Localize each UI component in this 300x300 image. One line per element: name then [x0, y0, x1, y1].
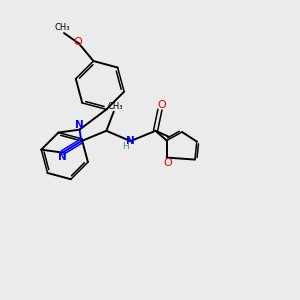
Text: CH₃: CH₃: [107, 102, 123, 111]
Text: O: O: [74, 37, 82, 47]
Text: N: N: [75, 120, 84, 130]
Text: H: H: [122, 142, 129, 152]
Text: N: N: [126, 136, 135, 146]
Text: O: O: [164, 158, 172, 168]
Text: O: O: [157, 100, 166, 110]
Text: CH₃: CH₃: [55, 23, 70, 32]
Text: N: N: [58, 152, 67, 162]
